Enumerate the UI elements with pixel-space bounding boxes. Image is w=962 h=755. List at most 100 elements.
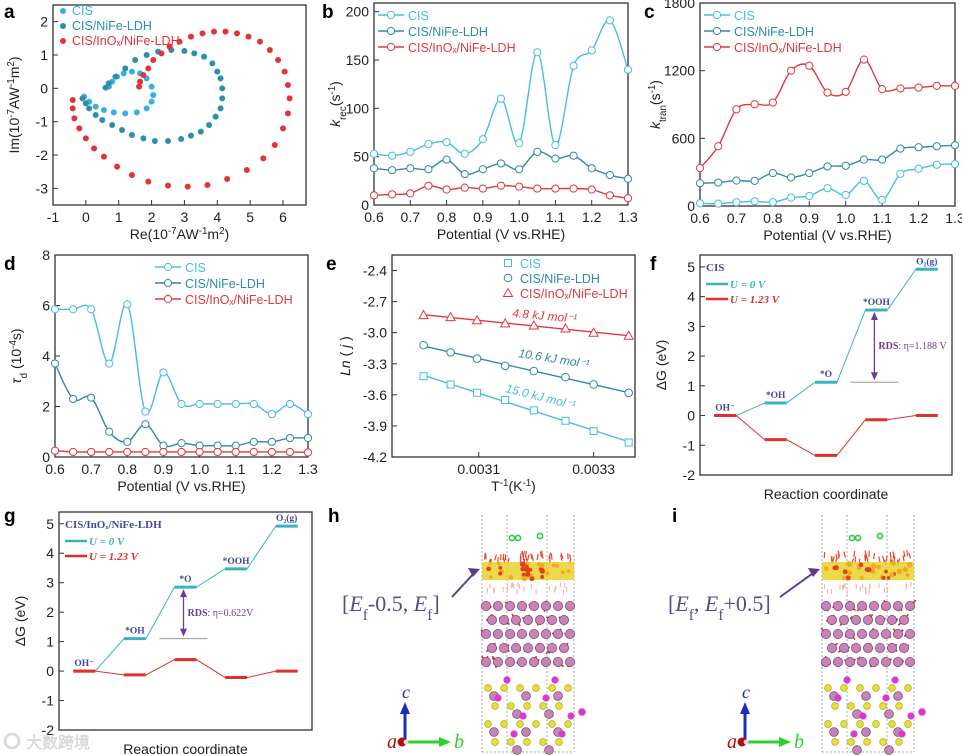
legend-label: CIS/InOₓ/NiFe-LDH xyxy=(72,34,180,48)
oxygen-atom xyxy=(524,564,529,570)
y-axis-label: Im(10-7AW-1m2) xyxy=(6,56,23,153)
data-point xyxy=(267,447,276,457)
data-point xyxy=(419,340,428,350)
metal-atom xyxy=(887,643,898,654)
plot-frame xyxy=(54,254,309,458)
panel-label-i: i xyxy=(672,506,677,527)
label-part: ) xyxy=(225,226,230,242)
metal-atom xyxy=(833,629,844,640)
adsorbate-atom xyxy=(536,532,544,540)
label-part: ΔG (eV) xyxy=(653,340,669,391)
data-point xyxy=(732,198,741,207)
indium-atom xyxy=(907,712,915,720)
data-point xyxy=(137,78,144,85)
label-part: -4 xyxy=(8,340,19,349)
data-point xyxy=(442,155,451,164)
metal-atom xyxy=(504,601,515,612)
data-point xyxy=(589,380,598,389)
data-point xyxy=(499,317,511,328)
data-point xyxy=(624,438,633,447)
data-point xyxy=(896,84,905,93)
legend-label: U = 0 V xyxy=(730,279,767,291)
x-tick-label: 0.0031 xyxy=(457,461,500,477)
data-point xyxy=(896,169,905,178)
data-point xyxy=(515,182,524,191)
y-tick-label: 0 xyxy=(361,197,369,213)
watermark: 大数跨境 xyxy=(3,732,90,752)
data-point xyxy=(406,147,415,156)
watermark-text: 大数跨境 xyxy=(26,733,90,752)
label-part: E xyxy=(674,591,689,616)
data-point xyxy=(285,399,295,409)
data-point xyxy=(950,81,960,90)
metal-atom xyxy=(821,657,832,668)
data-point xyxy=(100,153,107,160)
a-axis-ball xyxy=(397,737,407,747)
data-point xyxy=(214,68,221,75)
y-tick-label: 5 xyxy=(687,259,695,275)
data-point xyxy=(102,84,109,91)
indium-atom xyxy=(558,730,566,738)
bond xyxy=(864,555,867,562)
label-part: tran xyxy=(658,105,669,122)
data-point xyxy=(122,65,129,72)
activation-energy-label: 4.8 kJ mol⁻¹ xyxy=(512,306,578,326)
metal-atom xyxy=(498,643,509,654)
y-tick-label: -2 xyxy=(42,722,55,738)
bond xyxy=(560,554,563,561)
origin xyxy=(743,739,749,745)
data-point xyxy=(932,160,941,169)
data-point xyxy=(165,182,171,189)
data-point xyxy=(109,122,116,128)
oxygen-atom xyxy=(538,566,544,572)
data-point xyxy=(143,52,150,58)
y-tick-label: 600 xyxy=(672,130,696,146)
data-point xyxy=(204,182,211,188)
x-tick-label: 0.6 xyxy=(690,210,710,226)
sulfur-atom xyxy=(904,720,912,728)
bond xyxy=(522,550,526,558)
data-point xyxy=(224,176,231,182)
sulfur-atom xyxy=(539,702,547,710)
data-point xyxy=(786,66,796,75)
data-point xyxy=(219,95,226,102)
metal-atom xyxy=(839,643,850,654)
metal-atom xyxy=(541,629,552,640)
data-point xyxy=(87,305,96,314)
arrow-head-icon xyxy=(779,737,791,747)
data-point xyxy=(219,85,226,92)
sulfur-atom xyxy=(863,702,871,710)
metal-atom xyxy=(565,601,576,612)
data-point xyxy=(515,165,524,174)
data-point xyxy=(99,117,106,123)
energy-connector xyxy=(145,586,175,639)
data-point xyxy=(267,409,276,419)
indium-atom xyxy=(882,694,890,702)
copper-atom xyxy=(489,727,499,737)
sulfur-atom xyxy=(507,738,515,746)
data-point xyxy=(732,176,741,185)
legend-marker xyxy=(60,8,66,14)
data-point xyxy=(786,193,796,202)
bond xyxy=(548,552,552,559)
legend-label: CIS/NiFe-LDH xyxy=(520,272,600,286)
y-tick-label: 150 xyxy=(346,52,370,68)
y-tick-label: 1 xyxy=(687,378,695,394)
label-part: E xyxy=(413,591,428,616)
label-part: rec xyxy=(338,106,349,120)
y-tick-label: 1 xyxy=(46,634,54,650)
energy-connector xyxy=(94,638,125,672)
energy-connector xyxy=(887,415,916,421)
label-part: -1 xyxy=(647,85,658,94)
data-point xyxy=(478,165,487,174)
y-tick-label: -1 xyxy=(36,114,49,130)
state-label: O₂(g) xyxy=(916,256,937,267)
data-point xyxy=(369,191,379,200)
data-point xyxy=(419,372,428,381)
data-point xyxy=(561,372,570,382)
x-tick-label: 0 xyxy=(82,209,90,225)
adsorbate-atom xyxy=(508,534,516,542)
oxygen-atom xyxy=(566,569,571,574)
x-tick-label: 0.6 xyxy=(45,461,65,477)
structure-i: [Ef, Ef+0.5]cba xyxy=(668,515,926,755)
